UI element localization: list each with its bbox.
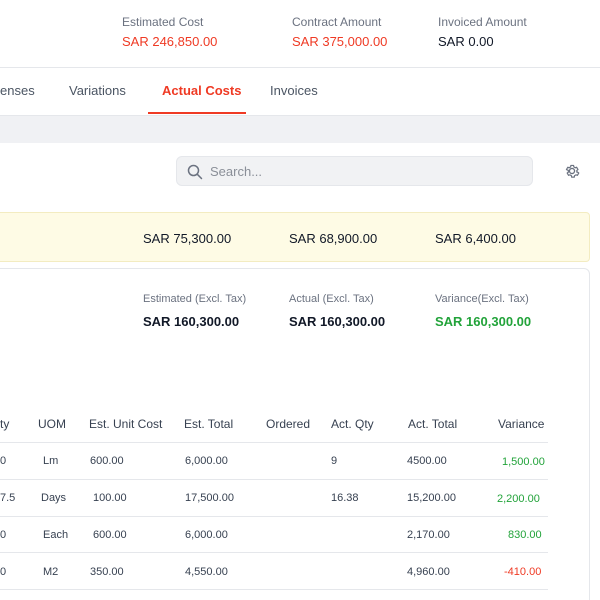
column-header-ordered[interactable]: Ordered bbox=[266, 417, 311, 431]
row-divider bbox=[0, 552, 548, 553]
cell-est-unit-cost: 100.00 bbox=[93, 492, 127, 504]
cell-variance: 2,200.00 bbox=[497, 493, 540, 505]
variance-excl-tax-label: Variance(Excl. Tax) bbox=[435, 293, 529, 305]
row-divider bbox=[0, 479, 548, 480]
cell-uom: Each bbox=[43, 529, 69, 541]
cell-qty: 0 bbox=[0, 455, 7, 467]
gear-icon[interactable] bbox=[563, 162, 581, 180]
search-box[interactable] bbox=[176, 156, 533, 186]
cell-act-total: 4,960.00 bbox=[407, 566, 450, 578]
totals-variance: SAR 6,400.00 bbox=[435, 231, 516, 246]
cell-qty: 0 bbox=[0, 529, 7, 541]
estimated-excl-tax-label: Estimated (Excl. Tax) bbox=[143, 293, 247, 305]
contract-amount-label: Contract Amount bbox=[292, 15, 382, 29]
invoiced-amount-label: Invoiced Amount bbox=[438, 15, 527, 29]
estimated-cost-label: Estimated Cost bbox=[122, 15, 204, 29]
estimated-cost-value: SAR 246,850.00 bbox=[122, 34, 218, 49]
tab-expenses[interactable]: enses bbox=[0, 83, 35, 98]
cell-act-qty: 16.38 bbox=[331, 492, 359, 504]
cell-uom: Lm bbox=[43, 455, 59, 467]
column-header-uom[interactable]: UOM bbox=[38, 417, 66, 431]
variance-excl-tax-value: SAR 160,300.00 bbox=[435, 314, 532, 329]
cell-uom: M2 bbox=[43, 566, 59, 578]
cell-est-unit-cost: 600.00 bbox=[90, 455, 124, 467]
column-header-act-qty[interactable]: Act. Qty bbox=[331, 417, 374, 431]
totals-actual: SAR 68,900.00 bbox=[289, 231, 378, 246]
contract-amount-value: SAR 375,000.00 bbox=[292, 34, 388, 49]
invoiced-amount-summary: Invoiced Amount SAR 0.00 bbox=[438, 15, 527, 49]
search-icon bbox=[187, 164, 203, 180]
cell-variance: 1,500.00 bbox=[502, 456, 545, 468]
cell-est-total: 6,000.00 bbox=[185, 529, 228, 541]
cell-est-unit-cost: 600.00 bbox=[93, 529, 127, 541]
cell-est-total: 17,500.00 bbox=[185, 492, 234, 504]
cell-act-total: 2,170.00 bbox=[407, 529, 450, 541]
row-divider bbox=[0, 442, 548, 443]
search-input[interactable] bbox=[210, 157, 520, 185]
column-header-qty[interactable]: ty bbox=[0, 417, 10, 431]
estimated-cost-summary: Estimated Cost SAR 246,850.00 bbox=[122, 15, 217, 49]
cost-card bbox=[0, 268, 590, 600]
tab-variations[interactable]: Variations bbox=[69, 83, 126, 98]
cost-summary-bar: Estimated Cost SAR 246,850.00 Contract A… bbox=[0, 0, 600, 68]
cell-uom: Days bbox=[41, 492, 67, 504]
estimated-excl-tax-value: SAR 160,300.00 bbox=[143, 314, 240, 329]
invoiced-amount-value: SAR 0.00 bbox=[438, 34, 494, 49]
cell-est-total: 4,550.00 bbox=[185, 566, 228, 578]
tab-invoices[interactable]: Invoices bbox=[270, 83, 318, 98]
row-divider bbox=[0, 589, 548, 590]
actual-excl-tax-value: SAR 160,300.00 bbox=[289, 314, 386, 329]
totals-estimated: SAR 75,300.00 bbox=[143, 231, 232, 246]
row-divider bbox=[0, 516, 548, 517]
toolbar-band bbox=[0, 115, 600, 143]
column-header-act-total[interactable]: Act. Total bbox=[408, 417, 458, 431]
cell-variance: -410.00 bbox=[504, 566, 542, 578]
tab-bar: enses Variations Actual Costs Invoices bbox=[0, 69, 600, 115]
contract-amount-summary: Contract Amount SAR 375,000.00 bbox=[292, 15, 387, 49]
cell-act-qty: 9 bbox=[331, 455, 338, 467]
column-header-est-total[interactable]: Est. Total bbox=[184, 417, 234, 431]
cell-est-unit-cost: 350.00 bbox=[90, 566, 124, 578]
cell-est-total: 6,000.00 bbox=[185, 455, 228, 467]
active-tab-indicator bbox=[148, 112, 246, 114]
actual-excl-tax-label: Actual (Excl. Tax) bbox=[289, 293, 374, 305]
totals-band: SAR 75,300.00 SAR 68,900.00 SAR 6,400.00 bbox=[0, 212, 590, 262]
cell-variance: 830.00 bbox=[508, 529, 542, 541]
cell-act-total: 4500.00 bbox=[407, 455, 447, 467]
cell-act-total: 15,200.00 bbox=[407, 492, 456, 504]
column-header-variance[interactable]: Variance bbox=[498, 417, 545, 431]
cell-qty: 7.5 bbox=[0, 492, 16, 504]
cell-qty: 0 bbox=[0, 566, 7, 578]
tab-actual-costs[interactable]: Actual Costs bbox=[162, 83, 242, 98]
column-header-est-unit-cost[interactable]: Est. Unit Cost bbox=[89, 417, 163, 431]
